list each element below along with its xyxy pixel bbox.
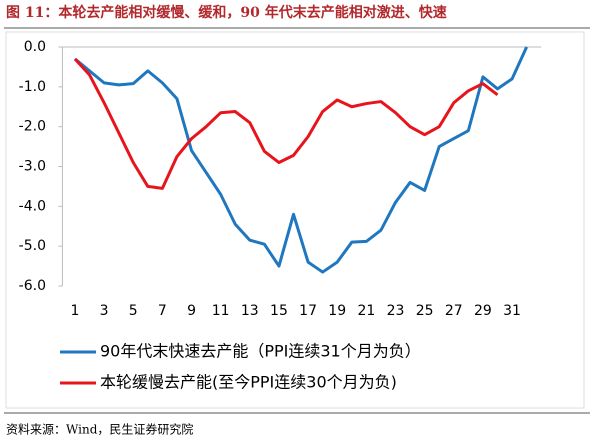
x-tick-label: 29	[474, 303, 492, 319]
x-tick-label: 5	[129, 303, 138, 319]
series-line	[74, 46, 528, 274]
x-tick-label: 17	[299, 303, 317, 319]
y-tick-label: 0.0	[24, 39, 46, 55]
legend-label: 90年代末快速去产能（PPI连续31个月为负）	[100, 342, 421, 361]
x-tick-label: 27	[445, 303, 463, 319]
x-tick-label: 15	[270, 303, 288, 319]
x-tick-label: 1	[71, 303, 80, 319]
y-tick-label: -6.0	[19, 278, 46, 294]
y-tick-label: -2.0	[19, 119, 46, 135]
x-tick-label: 3	[100, 303, 109, 319]
x-tick-label: 21	[357, 303, 375, 319]
legend-label: 本轮缓慢去产能(至今PPI连续30个月为负)	[100, 373, 397, 392]
x-tick-label: 25	[416, 303, 434, 319]
x-tick-label: 23	[387, 303, 405, 319]
x-tick-label: 31	[503, 303, 521, 319]
x-tick-label: 9	[187, 303, 196, 319]
y-tick-label: -1.0	[19, 79, 46, 95]
source: 资料来源：Wind，民生证券研究院	[6, 422, 193, 437]
x-tick-label: 11	[212, 303, 230, 319]
series-line	[73, 57, 499, 190]
y-tick-label: -5.0	[19, 238, 46, 254]
chart-frame	[5, 31, 585, 409]
x-tick-label: 7	[158, 303, 167, 319]
x-tick-label: 13	[241, 303, 259, 319]
y-tick-label: -3.0	[19, 159, 46, 175]
x-tick-label: 19	[328, 303, 346, 319]
chart-title: 图 11：本轮去产能相对缓慢、缓和，90 年代末去产能相对激进、快速	[6, 4, 447, 21]
y-tick-label: -4.0	[19, 198, 46, 214]
